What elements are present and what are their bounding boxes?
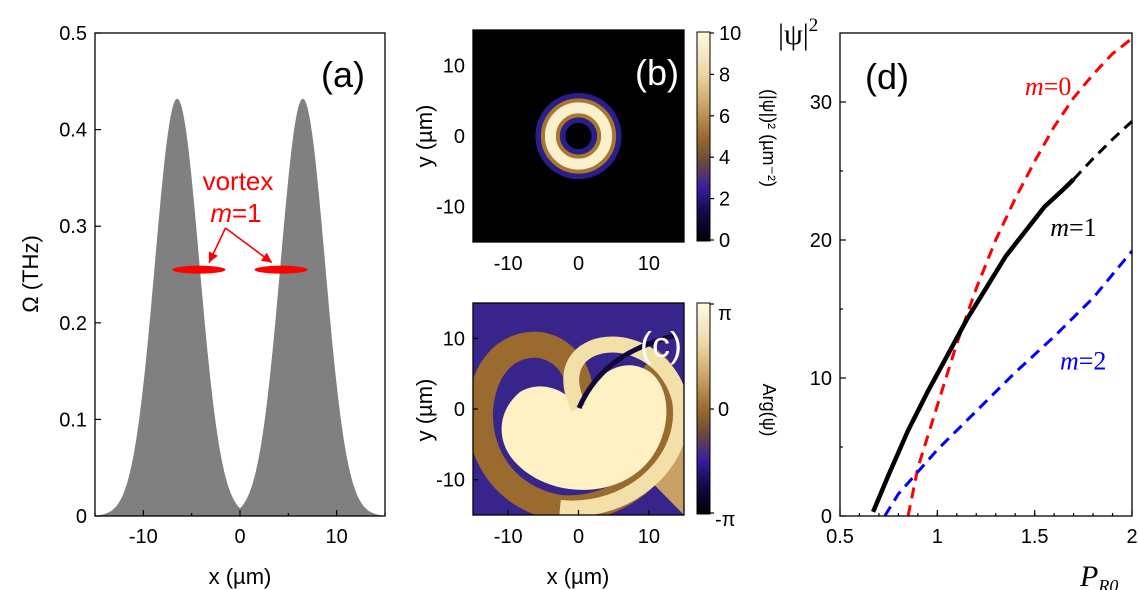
- series-line-m-1-cont-: [1072, 120, 1134, 181]
- colorbar-tick-label-b: 8: [719, 64, 730, 86]
- series-line-m-1: [871, 177, 1076, 513]
- plot-frame-a: [94, 32, 386, 517]
- y-tick-label-d: 10: [810, 368, 832, 390]
- x-tick-label-c: -10: [494, 526, 523, 548]
- colorbar-tick-label-b: 0: [719, 230, 730, 252]
- panel-label-a: (a): [321, 54, 365, 95]
- y-tick-label-a: 0.5: [59, 23, 87, 45]
- axis-ticks-a: -10 0 10 0 0.1 0.2 0.3 0.4 0.5: [59, 23, 386, 548]
- y-tick-label-a: 0: [76, 506, 87, 528]
- y-tick-label-c: 10: [443, 328, 465, 350]
- phase-region-brown: [473, 331, 684, 515]
- y-tick-label-b: 0: [454, 126, 465, 148]
- colorbar-ticks-b: 0 2 4 6 8 10: [710, 23, 741, 252]
- y-tick-label-a: 0.1: [59, 409, 87, 431]
- left-peak-area: [95, 98, 385, 516]
- x-tick-label-b: -10: [494, 253, 523, 275]
- phase-spiral-arm: [559, 336, 684, 515]
- y-axis-label-d: |ψ|2: [778, 15, 818, 51]
- y-tick-label-a: 0.4: [59, 120, 87, 142]
- x-tick-label-a: -10: [129, 526, 158, 548]
- curves-d: [871, 37, 1134, 517]
- colorbar-c-label-bottom: -π: [715, 509, 735, 531]
- panel-label-b: (b): [635, 52, 679, 93]
- y-tick-label-a: 0.2: [59, 313, 87, 335]
- colorbar-tick-label-b: 2: [719, 189, 730, 211]
- y-axis-label-c: y (µm): [412, 379, 437, 442]
- colorbar-b: [696, 31, 711, 242]
- x-tick-label-d: 0.5: [826, 526, 854, 548]
- y-axis-label-a: Ω (THz): [18, 235, 43, 313]
- axis-ticks-b: -10 0 10 -10 0 10: [436, 55, 660, 275]
- y-tick-label-c: 0: [454, 399, 465, 421]
- vortex-arrowhead-left: [208, 251, 218, 263]
- colorbar-label-b: (|ψ|)² (µm⁻²): [759, 89, 779, 187]
- colorbar-c-label-mid: 0: [718, 399, 729, 421]
- colorbar-tick-label-b: 6: [719, 106, 730, 128]
- x-tick-label-c: 0: [573, 526, 584, 548]
- x-axis-label-a: x (µm): [209, 564, 272, 589]
- y-tick-label-d: 30: [810, 92, 832, 114]
- plot-frame-d: [839, 32, 1133, 517]
- density-map-background: [473, 30, 684, 242]
- density-ring: [544, 102, 613, 170]
- colorbar-c-label-top: π: [718, 303, 732, 325]
- y-tick-label-d: 20: [810, 230, 832, 252]
- y-axis-label-b: y (µm): [412, 105, 437, 168]
- right-peak-area: [95, 98, 385, 516]
- x-tick-label-b: 0: [573, 253, 584, 275]
- panel-c: -10 0 10 -10 0 10 (c) x (µm) y (µm) π 0 -π Ar…: [412, 302, 779, 589]
- colorbar-label-c: Arg(ψ): [759, 384, 779, 437]
- x-tick-label-d: 1: [932, 526, 943, 548]
- y-tick-label-b: -10: [436, 197, 465, 219]
- colorbar-tick-label-b: 4: [719, 147, 730, 169]
- axis-ticks-c: -10 0 10 -10 0 10: [436, 328, 660, 548]
- x-axis-label-d: PR0: [1079, 560, 1118, 590]
- phase-cut: [576, 332, 677, 410]
- colorbar-tick-label-b: 10: [719, 23, 741, 45]
- y-tick-label-d: 0: [821, 506, 832, 528]
- colorbar-c: [696, 302, 711, 515]
- y-tick-label-c: -10: [436, 470, 465, 492]
- x-tick-label-d: 1.5: [1021, 526, 1049, 548]
- x-tick-label-c: 10: [638, 526, 660, 548]
- series-label-m2: m=2: [1060, 347, 1106, 376]
- y-tick-label-a: 0.3: [59, 216, 87, 238]
- series-label-m1: m=1: [1050, 213, 1096, 242]
- vortex-annotation-line1: vortex: [203, 166, 274, 196]
- vortex-state-left: [172, 265, 226, 274]
- y-tick-label-b: 10: [443, 55, 465, 77]
- phase-spiral-bright: [501, 365, 667, 490]
- panel-a: -10 0 10 0 0.1 0.2 0.3 0.4 0.5 (a) vortex m=1 x …: [18, 23, 386, 589]
- panel-label-c: (c): [640, 324, 682, 365]
- x-tick-label-a: 0: [234, 526, 245, 548]
- vortex-state-right: [254, 265, 308, 274]
- series-line-m-2: [883, 250, 1134, 517]
- x-axis-label-c: x (µm): [547, 564, 610, 589]
- series-line-m-0: [906, 37, 1133, 517]
- panel-label-d: (d): [865, 56, 909, 97]
- vortex-arrowhead-right: [260, 252, 272, 263]
- x-tick-label-b: 10: [638, 253, 660, 275]
- series-label-m0: m=0: [1025, 72, 1071, 101]
- vortex-annotation-line2: m=1: [210, 198, 261, 228]
- panel-b: -10 0 10 -10 0 10 (b) y (µm) 0 2 4 6 8 10 (|ψ|)² (…: [412, 23, 779, 275]
- x-tick-label-d: 2: [1126, 526, 1137, 548]
- x-tick-label-a: 10: [326, 526, 348, 548]
